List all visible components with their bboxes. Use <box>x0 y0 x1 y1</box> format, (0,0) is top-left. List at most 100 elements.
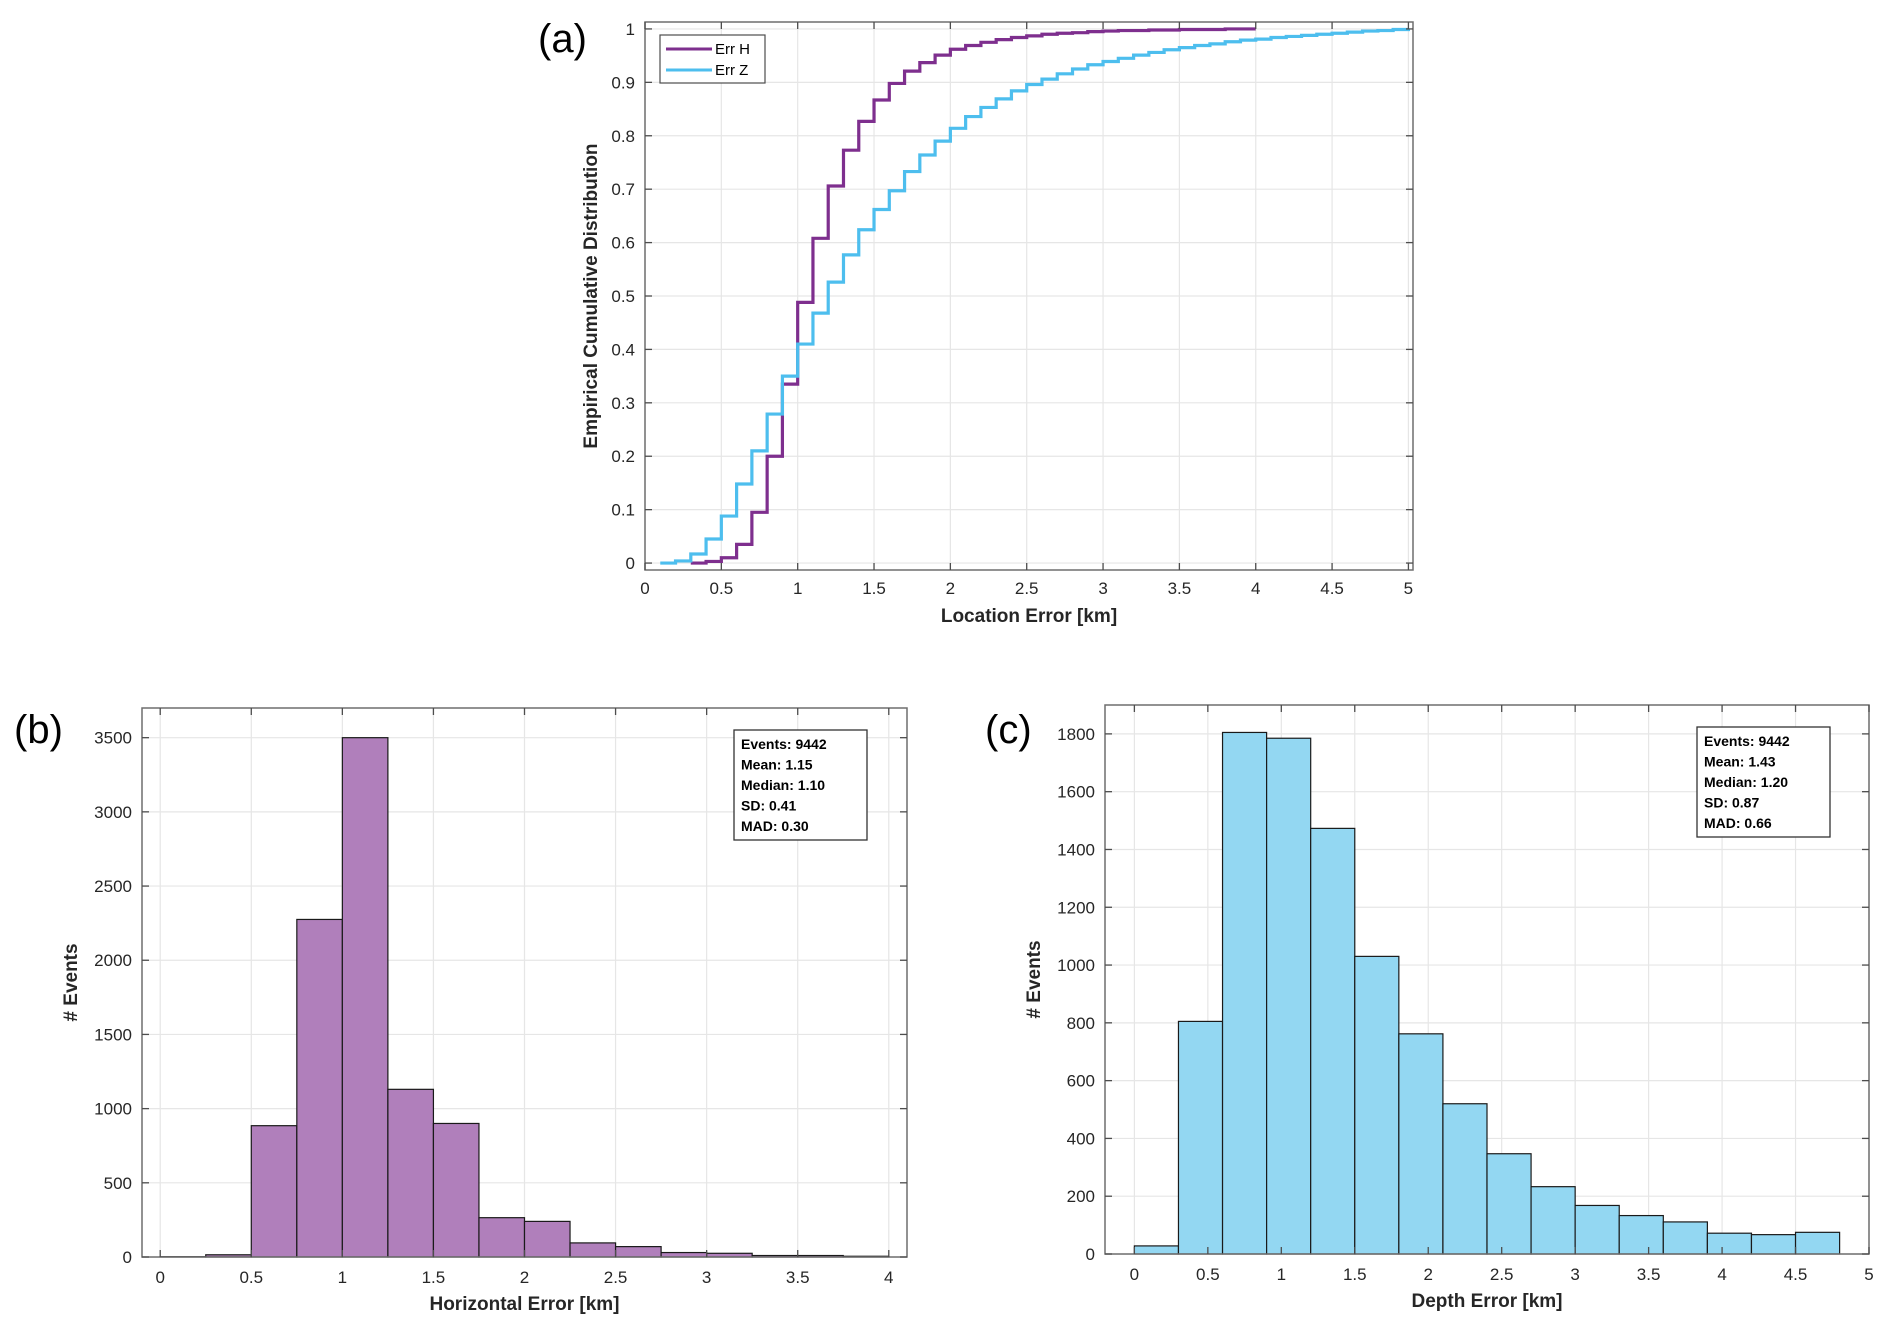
x-axis-label: Depth Error [km] <box>1412 1291 1563 1312</box>
cdf-line-err-z <box>660 27 1411 565</box>
x-tick-label: 4 <box>884 1268 893 1287</box>
x-tick-label: 2 <box>520 1268 529 1287</box>
y-tick-label: 1000 <box>1057 956 1095 975</box>
x-tick-label: 2.5 <box>604 1268 628 1287</box>
chart-panel-a: 0 0.5 1 1.5 2 2.5 3 3.5 4 4.5 5 0 0.1 0.2 0.3 0.4 0.5 0.6… <box>538 17 1414 627</box>
y-tick-label: 800 <box>1067 1014 1095 1033</box>
x-tick-label: 3 <box>1570 1265 1579 1284</box>
stats-frame <box>1696 726 1831 838</box>
histogram-bar <box>1794 1231 1841 1255</box>
x-tick-label: 0 <box>155 1268 164 1287</box>
x-tick-label: 5 <box>1404 579 1413 598</box>
stats-line: MAD: 0.66 <box>1704 815 1772 831</box>
x-tick-label: 4 <box>1251 579 1260 598</box>
histogram-bar <box>1442 1103 1488 1255</box>
y-tick-label: 3000 <box>94 803 132 822</box>
x-tick-label: 0.5 <box>1196 1265 1220 1284</box>
x-tick-label: 1 <box>793 579 802 598</box>
x-tick-label: 2 <box>946 579 955 598</box>
chart-panel-c: 0 0.5 1 1.5 2 2.5 3 3.5 4 4.5 5 0 200 400 600 800 1000 12… <box>985 704 1874 1312</box>
x-tick-label: 0.5 <box>710 579 734 598</box>
x-tick-label: 4 <box>1717 1265 1726 1284</box>
x-tick-label: 0.5 <box>239 1268 263 1287</box>
histogram-bar <box>387 1088 435 1258</box>
x-tick-label: 1.5 <box>422 1268 446 1287</box>
x-tick-label: 1.5 <box>862 579 886 598</box>
y-tick-label: 0.7 <box>611 180 635 199</box>
cdf-line-err-h <box>690 27 1256 565</box>
stats-line: Mean: 1.15 <box>741 757 813 773</box>
stats-line: Events: 9442 <box>741 736 827 752</box>
x-tick-label: 2.5 <box>1490 1265 1514 1284</box>
stats-box: Events: 9442 Mean: 1.43 Median: 1.20 SD: 0.… <box>1696 726 1831 838</box>
histogram-bar <box>1398 1033 1444 1255</box>
y-tick-label: 1800 <box>1057 725 1095 744</box>
legend-box <box>659 34 766 84</box>
x-tick-label: 4.5 <box>1784 1265 1808 1284</box>
y-tick-label: 3500 <box>94 729 132 748</box>
y-axis-label: Empirical Cumulative Distribution <box>581 143 602 448</box>
panel-label: (a) <box>538 17 587 61</box>
y-tick-label: 600 <box>1067 1072 1095 1091</box>
histogram-bar <box>1574 1204 1620 1255</box>
y-axis-label: # Events <box>61 943 82 1021</box>
y-tick-label: 1400 <box>1057 840 1095 859</box>
stats-line: Mean: 1.43 <box>1704 754 1776 770</box>
stats-box: Events: 9442 Mean: 1.15 Median: 1.10 SD: 0.… <box>733 729 868 841</box>
axes-frame <box>1104 704 1870 1255</box>
histogram-bar <box>296 918 343 1258</box>
y-tick-label: 1200 <box>1057 898 1095 917</box>
y-tick-label: 0.3 <box>611 394 635 413</box>
x-tick-label: 3.5 <box>1168 579 1192 598</box>
y-tick-label: 0 <box>1086 1245 1095 1264</box>
y-tick-label: 2500 <box>94 877 132 896</box>
stats-line: Events: 9442 <box>1704 733 1790 749</box>
x-tick-label: 0 <box>640 579 649 598</box>
stats-line: MAD: 0.30 <box>741 818 809 834</box>
histogram-bar <box>1662 1221 1708 1255</box>
y-tick-label: 1500 <box>94 1025 132 1044</box>
x-tick-label: 1 <box>338 1268 347 1287</box>
y-tick-label: 1600 <box>1057 783 1095 802</box>
histogram-bar <box>1618 1214 1664 1255</box>
stats-frame <box>733 729 868 841</box>
x-tick-label: 1 <box>1277 1265 1286 1284</box>
histogram-bar <box>1133 1245 1180 1255</box>
x-tick-label: 3.5 <box>1637 1265 1661 1284</box>
y-tick-label: 0.1 <box>611 501 635 520</box>
x-tick-label: 5 <box>1864 1265 1873 1284</box>
y-tick-label: 0.2 <box>611 447 635 466</box>
y-tick-label: 2000 <box>94 951 132 970</box>
stats-line: SD: 0.41 <box>741 798 796 814</box>
y-tick-label: 0.5 <box>611 287 635 306</box>
y-tick-label: 200 <box>1067 1187 1095 1206</box>
histogram-bar <box>1266 737 1312 1255</box>
y-tick-label: 1 <box>626 20 635 39</box>
x-tick-label: 3.5 <box>786 1268 810 1287</box>
histogram-bar <box>432 1122 480 1258</box>
panel-label: (b) <box>14 708 63 752</box>
stats-line: Median: 1.10 <box>741 777 825 793</box>
histogram-bar <box>1221 731 1268 1255</box>
x-tick-label: 4.5 <box>1320 579 1344 598</box>
stats-line: SD: 0.87 <box>1704 795 1759 811</box>
histogram-bar <box>1177 1020 1224 1255</box>
histogram-bar <box>614 1246 662 1258</box>
panel-label: (c) <box>985 708 1032 752</box>
x-axis-label: Location Error [km] <box>941 606 1117 627</box>
stats-line: Median: 1.20 <box>1704 774 1788 790</box>
y-axis-label: # Events <box>1024 940 1045 1018</box>
histogram-bar <box>1310 827 1356 1255</box>
histogram-bar <box>523 1220 571 1258</box>
chart-panel-b: 0 0.5 1 1.5 2 2.5 3 3.5 4 0 500 1000 1500 2000 2500 300… <box>14 707 908 1315</box>
y-tick-label: 0 <box>123 1248 132 1267</box>
histogram-bar <box>250 1125 298 1258</box>
x-tick-label: 1.5 <box>1343 1265 1367 1284</box>
y-tick-label: 0 <box>626 554 635 573</box>
x-tick-label: 0 <box>1130 1265 1139 1284</box>
legend-label: Err Z <box>715 62 748 79</box>
y-tick-label: 0.6 <box>611 234 635 253</box>
x-axis-label: Horizontal Error [km] <box>429 1294 619 1315</box>
legend: Err H Err Z <box>659 34 766 84</box>
